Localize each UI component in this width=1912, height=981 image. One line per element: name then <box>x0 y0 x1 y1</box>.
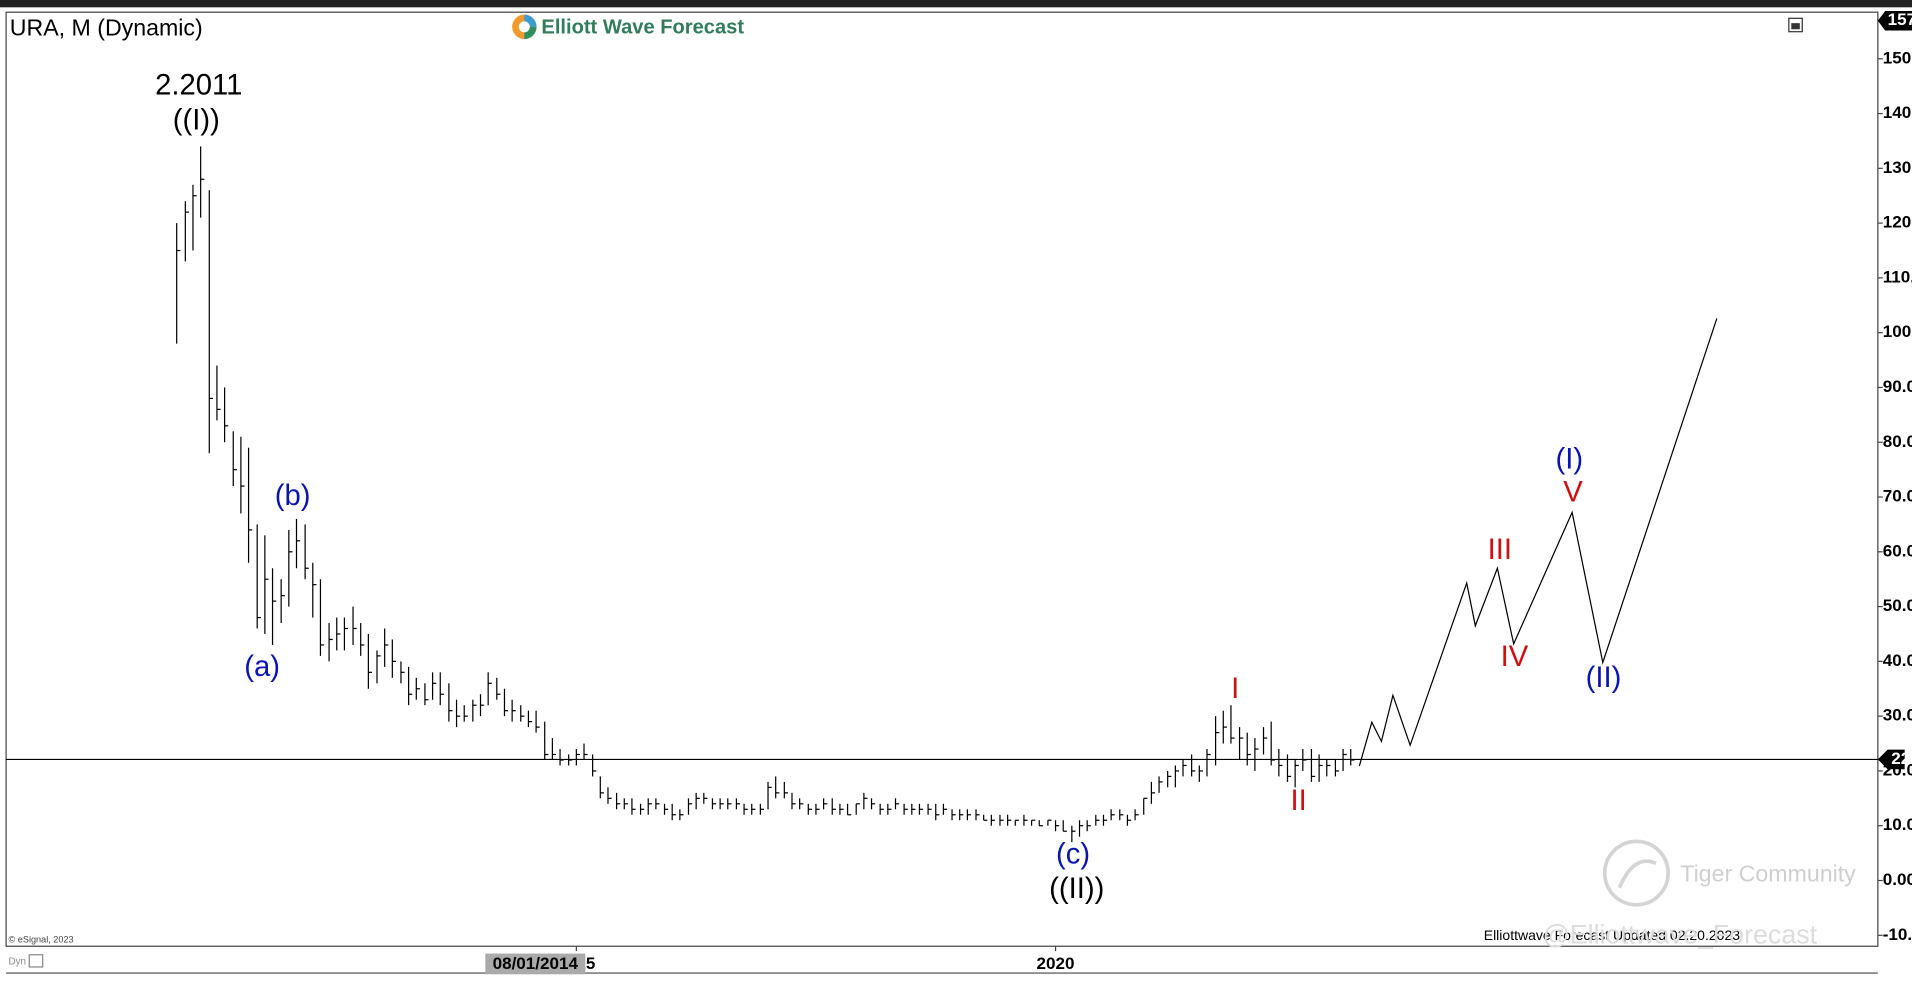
watermark-text: @Elliottwave_Forecast <box>1543 920 1818 950</box>
cursor-label: 08/01/2014 <box>493 954 579 973</box>
window-icon[interactable] <box>1788 17 1803 33</box>
y-tick-label: 40.00 <box>1883 651 1912 670</box>
top-border <box>0 0 1912 8</box>
plot-frame <box>5 11 1879 947</box>
watermark-logo <box>1602 839 1670 907</box>
wave-label: ((I)) <box>173 105 220 137</box>
y-tick-label: -10.00 <box>1883 925 1912 944</box>
y-tick-label: 130.00 <box>1883 158 1912 177</box>
logo-icon-core <box>518 21 530 33</box>
wave-label: (a) <box>244 651 280 683</box>
wave-label: II <box>1291 785 1307 817</box>
window-icon-inner <box>1791 23 1800 30</box>
wave-label: (b) <box>275 480 311 512</box>
y-tick-label: 110.00 <box>1883 267 1912 286</box>
wave-label: (II) <box>1586 662 1622 694</box>
last-price-label: 22.10 <box>1891 749 1912 768</box>
y-tick-label: 30.00 <box>1883 706 1912 725</box>
wave-label: III <box>1488 534 1512 566</box>
chart-title: URA, M (Dynamic) <box>10 14 203 40</box>
projection-line <box>1358 318 1718 767</box>
y-tick-label: 50.00 <box>1883 596 1912 615</box>
logo: Elliott Wave Forecast <box>512 14 744 40</box>
wave-label: IV <box>1501 641 1529 673</box>
footer-note: Elliottwave Forecast Updated 02.20.2023 <box>1484 927 1741 943</box>
wave-label: ((II)) <box>1049 873 1104 905</box>
wave-label: (c) <box>1056 839 1090 871</box>
y-tick-label: 0.00 <box>1883 870 1912 889</box>
x-tick-label: 2020 <box>1037 954 1075 973</box>
watermark-text: Tiger Community <box>1680 861 1856 887</box>
y-tick-label: 70.00 <box>1883 487 1912 506</box>
wave-label: 2.2011 <box>155 69 242 101</box>
watermark-circle <box>1602 839 1670 907</box>
y-tick-label: 150.00 <box>1883 48 1912 67</box>
y-tick-label: 120.00 <box>1883 213 1912 232</box>
wave-label: I <box>1231 673 1239 705</box>
y-tick-label: 90.00 <box>1883 377 1912 396</box>
mode-icon[interactable] <box>28 954 44 968</box>
logo-text: Elliott Wave Forecast <box>541 16 744 38</box>
y-tick-label: 10.00 <box>1883 815 1912 834</box>
y-tick-label: 60.00 <box>1883 541 1912 560</box>
source-note: © eSignal, 2023 <box>9 935 74 945</box>
cursor-label-box <box>485 953 586 975</box>
wave-label: V <box>1563 477 1583 509</box>
top-marker-box <box>1877 10 1912 31</box>
y-tick-label: 140.00 <box>1883 103 1912 122</box>
last-price-box <box>1877 749 1905 770</box>
y-tick-label: 80.00 <box>1883 432 1912 451</box>
wave-label: (I) <box>1556 444 1584 476</box>
top-marker-label: 157.68 <box>1888 10 1912 29</box>
watermark-swirl <box>1617 859 1657 889</box>
mode-label: Dyn <box>9 957 26 968</box>
y-tick-label: 100.00 <box>1883 322 1912 341</box>
